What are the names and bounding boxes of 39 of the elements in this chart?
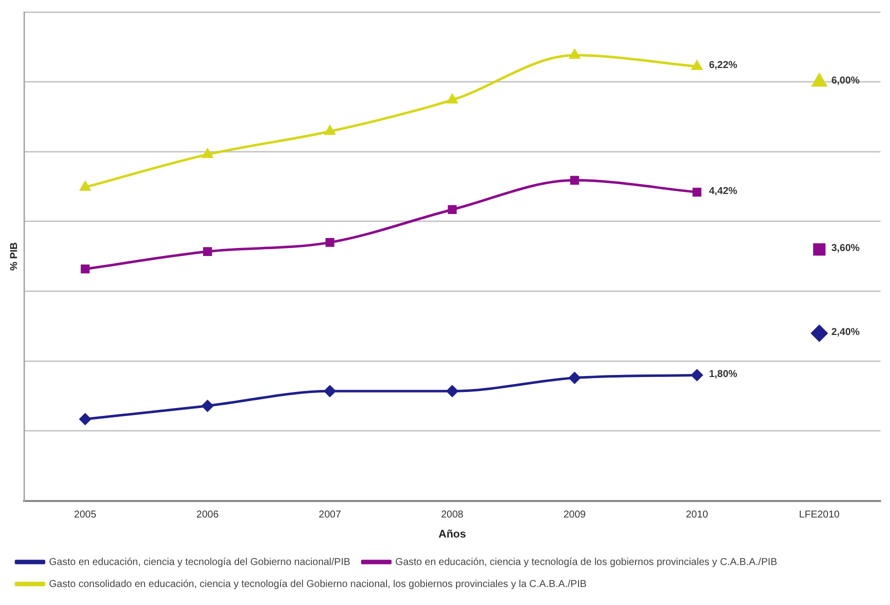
point — [324, 385, 336, 397]
point — [203, 247, 212, 256]
point — [80, 182, 90, 191]
point — [202, 400, 214, 412]
point — [79, 413, 91, 425]
point — [813, 243, 826, 256]
point — [692, 188, 702, 197]
point — [568, 372, 580, 384]
data-label: 4,42% — [708, 186, 738, 197]
x-tick-label: 2009 — [563, 510, 586, 521]
data-label: 2,40% — [831, 326, 860, 338]
point — [691, 369, 703, 381]
y-axis-title: % PIB — [8, 242, 20, 271]
legend-label: Gasto en educación, ciencia y tecnología del Gobierno nacional/PIB — [49, 556, 351, 568]
x-tick-label: LFE2010 — [799, 510, 840, 521]
point — [80, 264, 90, 274]
data-label: 3,60% — [831, 243, 860, 254]
x-tick-label: 2008 — [441, 510, 464, 521]
point — [448, 205, 457, 214]
point — [811, 324, 828, 342]
data-label: 6,22% — [708, 60, 738, 72]
x-tick-label: 2007 — [318, 510, 342, 521]
point — [446, 385, 458, 397]
point — [324, 126, 336, 135]
point — [447, 94, 458, 104]
x-axis-title: Años — [438, 528, 466, 540]
point — [692, 60, 702, 70]
point — [325, 238, 334, 247]
data-label: 1,80% — [708, 368, 738, 380]
x-tick-label: 2005 — [74, 510, 97, 521]
data-label: 6,00% — [831, 76, 860, 87]
legend-label: Gasto en educación, ciencia y tecnología de los gobiernos provinciales y C.A.B.A./PIB — [395, 556, 778, 568]
point — [570, 176, 580, 185]
x-tick-label: 2010 — [686, 510, 709, 521]
legend-label: Gasto consolidado en educación, ciencia y tecnología del Gobierno nacional, los gobiernos provinciales y la C.A.B.A./PIB — [49, 578, 587, 590]
point — [812, 74, 827, 87]
x-tick-label: 2006 — [196, 510, 220, 521]
point — [569, 50, 580, 59]
point — [202, 148, 213, 158]
